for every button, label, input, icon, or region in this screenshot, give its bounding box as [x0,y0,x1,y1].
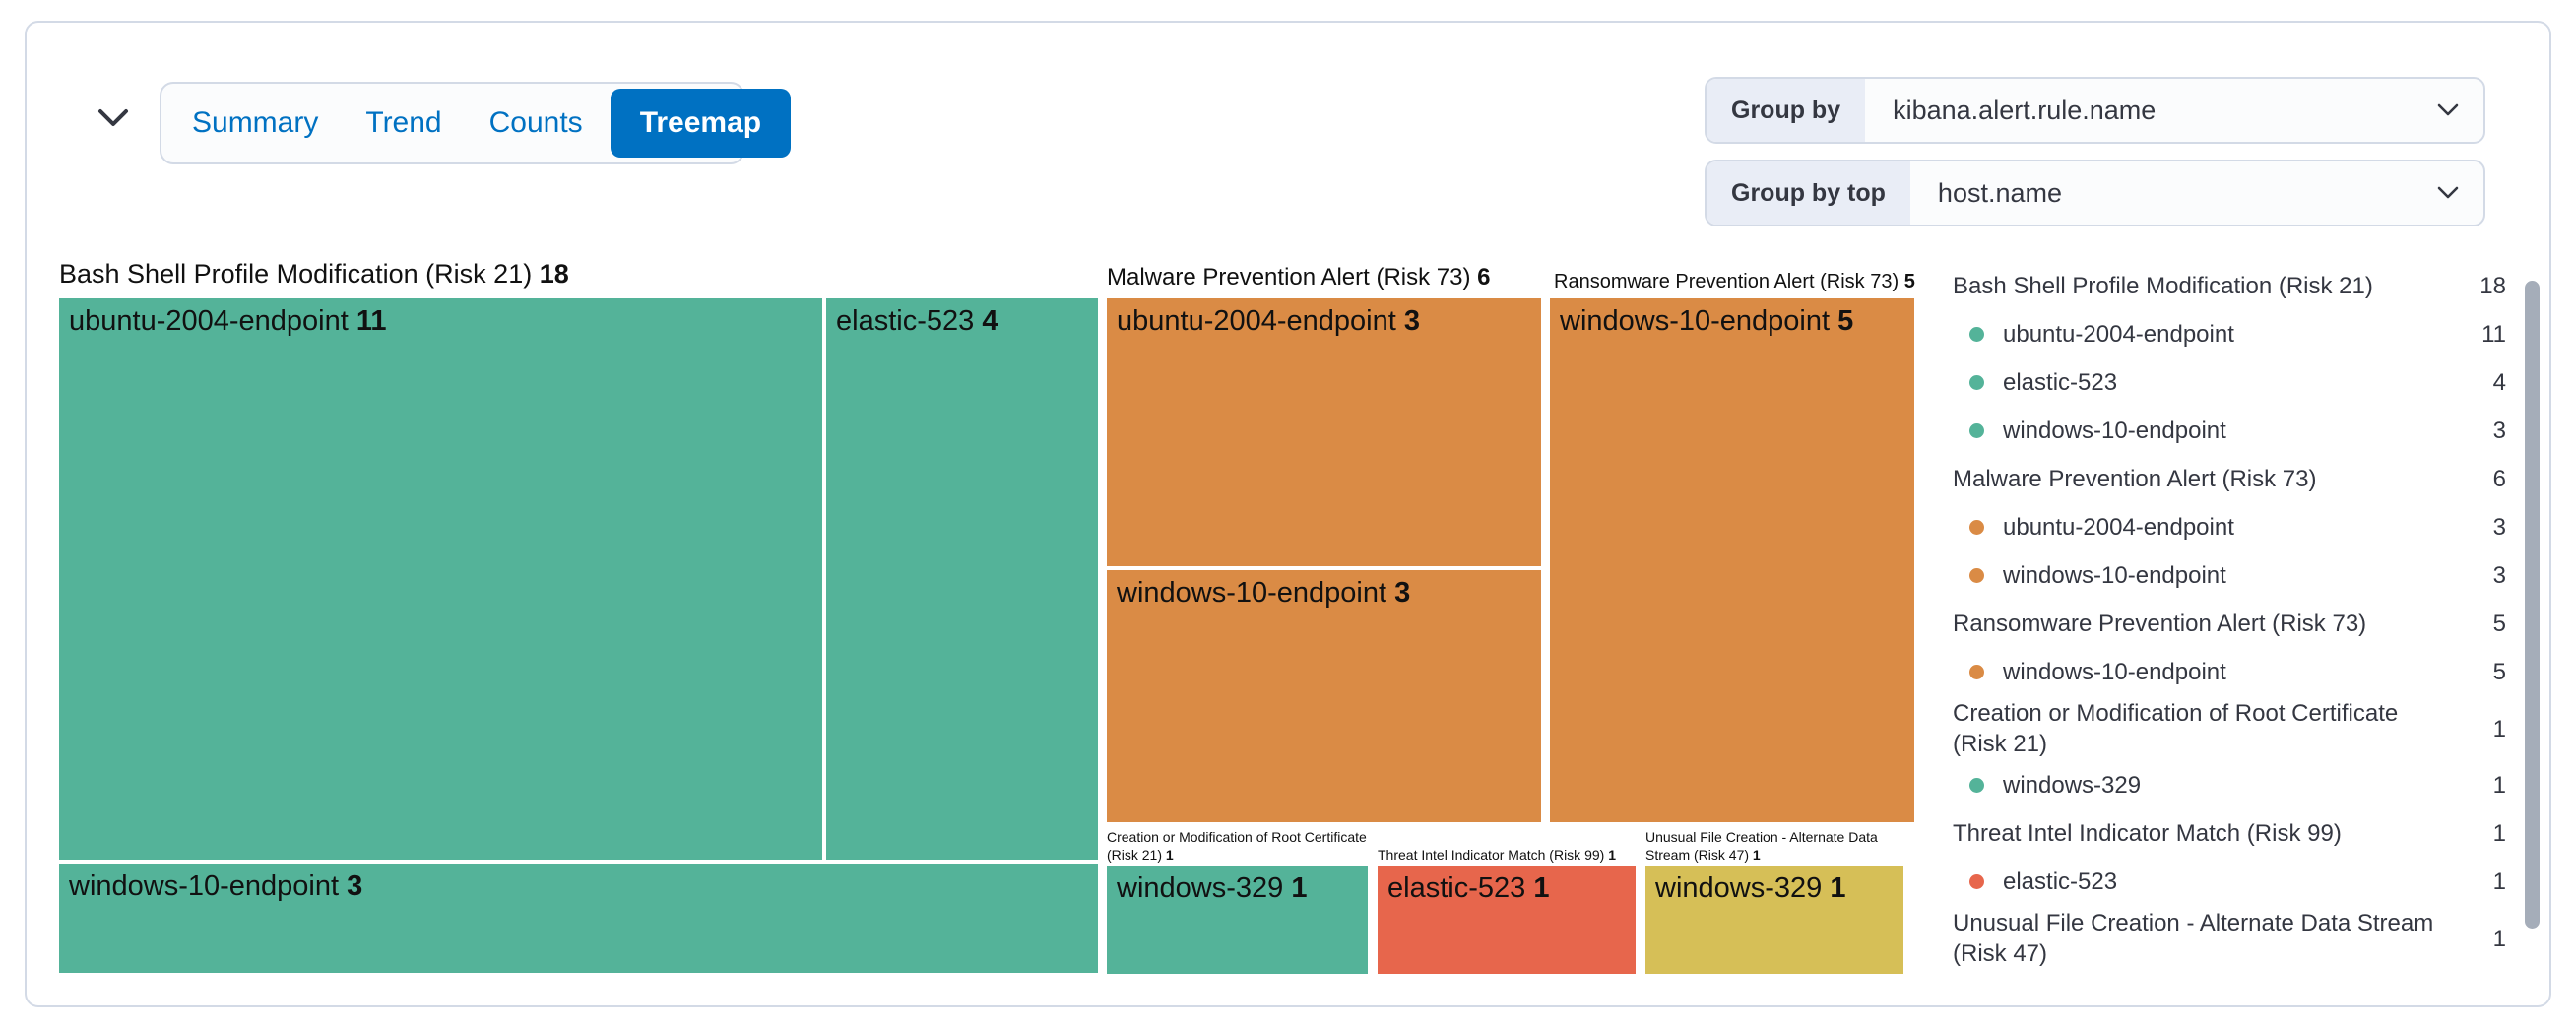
legend-count: 18 [2479,273,2506,299]
legend-host-row: elastic-523 1 [1953,858,2506,906]
legend-count: 3 [2492,514,2506,541]
tab-counts[interactable]: Counts [466,89,607,158]
legend-label: Malware Prevention Alert (Risk 73) [1953,466,2317,492]
legend-label: windows-10-endpoint [2003,659,2226,685]
treemap-cell[interactable]: windows-329 1 [1645,866,1903,974]
legend-count: 3 [2492,562,2506,589]
group-by-top-select[interactable]: Group by top host.name [1705,160,2485,226]
legend-rule-row: Ransomware Prevention Alert (Risk 73) 5 [1953,600,2506,648]
legend-color-dot [1969,874,1984,889]
treemap-cell-label: windows-329 1 [1655,872,1846,904]
treemap-cell[interactable]: windows-10-endpoint 3 [1107,570,1541,822]
legend-label: elastic-523 [2003,869,2118,895]
group-by-top-value: host.name [1937,177,2062,208]
treemap-cell-label: windows-329 1 [1117,872,1308,904]
legend-color-dot [1969,520,1984,535]
legend-count: 4 [2492,369,2506,396]
legend-label: ubuntu-2004-endpoint [2003,514,2234,541]
legend-host-row: windows-10-endpoint 3 [1953,551,2506,600]
chevron-down-icon [2436,79,2483,142]
treemap-cell-label: windows-10-endpoint 3 [69,871,363,902]
group-by-top-label: Group by top [1707,161,1910,225]
legend-host-row: ubuntu-2004-endpoint 3 [1953,503,2506,551]
legend-host-row: ubuntu-2004-endpoint 11 [1953,310,2506,358]
group-by-select[interactable]: Group by kibana.alert.rule.name [1705,77,2485,144]
tab-summary[interactable]: Summary [168,89,342,158]
legend-rule-row: Creation or Modification of Root Certifi… [1953,696,2506,761]
group-by-label: Group by [1707,79,1866,142]
legend-host-row: elastic-523 4 [1953,358,2506,407]
legend-scrollbar-thumb[interactable] [2525,281,2540,929]
legend-rule-row: Bash Shell Profile Modification (Risk 21… [1953,262,2506,310]
legend-label: windows-10-endpoint [2003,562,2226,589]
legend-count: 11 [2481,321,2506,348]
treemap-cell[interactable]: windows-329 1 [1107,866,1368,974]
legend-color-dot [1969,568,1984,583]
legend-label: windows-329 [2003,772,2142,799]
legend-count: 1 [2492,820,2506,847]
treemap-cell-label: windows-10-endpoint 3 [1117,577,1411,609]
legend-rule-row: Unusual File Creation - Alternate Data S… [1953,906,2506,971]
collapse-panel-button[interactable] [92,97,135,141]
chevron-down-icon [2436,161,2483,225]
treemap-cell-label: windows-10-endpoint 5 [1560,305,1854,337]
legend-count: 1 [2492,715,2506,742]
legend-label: Bash Shell Profile Modification (Risk 21… [1953,273,2373,299]
treemap-cell-label: elastic-523 1 [1387,872,1550,904]
legend-count: 5 [2492,611,2506,637]
treemap-cell-label: elastic-523 4 [836,305,998,337]
treemap-cell[interactable]: ubuntu-2004-endpoint 11 [59,298,822,860]
legend-count: 6 [2492,466,2506,492]
legend-count: 1 [2492,772,2506,799]
treemap-cell[interactable]: elastic-523 1 [1378,866,1636,974]
legend-rule-row: Malware Prevention Alert (Risk 73) 6 [1953,455,2506,503]
tab-trend[interactable]: Trend [342,89,465,158]
treemap-legend: Bash Shell Profile Modification (Risk 21… [1953,262,2506,971]
legend-color-dot [1969,778,1984,793]
treemap-cell-label: ubuntu-2004-endpoint 3 [1117,305,1420,337]
legend-label: ubuntu-2004-endpoint [2003,321,2234,348]
treemap-cell[interactable]: ubuntu-2004-endpoint 3 [1107,298,1541,566]
legend-label: Unusual File Creation - Alternate Data S… [1953,910,2434,967]
treemap-cell[interactable]: windows-10-endpoint 3 [59,864,1098,973]
legend-host-row: windows-10-endpoint 3 [1953,407,2506,455]
treemap-cell[interactable]: elastic-523 4 [826,298,1098,860]
legend-count: 5 [2492,659,2506,685]
legend-rule-row: Threat Intel Indicator Match (Risk 99) 1 [1953,809,2506,858]
legend-label: elastic-523 [2003,369,2118,396]
legend-color-dot [1969,423,1984,438]
legend-host-row: windows-10-endpoint 5 [1953,648,2506,696]
legend-color-dot [1969,375,1984,390]
view-tab-group: Summary Trend Counts Treemap [160,82,792,164]
legend-color-dot [1969,665,1984,679]
legend-label: Ransomware Prevention Alert (Risk 73) [1953,611,2367,637]
legend-host-row: windows-329 1 [1953,761,2506,809]
legend-label: Threat Intel Indicator Match (Risk 99) [1953,820,2342,847]
chevron-down-icon [97,107,130,132]
treemap-cell[interactable]: windows-10-endpoint 5 [1550,298,1914,822]
tab-treemap[interactable]: Treemap [610,89,792,158]
legend-count: 1 [2492,925,2506,952]
legend-count: 1 [2492,869,2506,895]
legend-count: 3 [2492,418,2506,444]
treemap-cell-label: ubuntu-2004-endpoint 11 [69,305,387,337]
legend-color-dot [1969,327,1984,342]
legend-label: Creation or Modification of Root Certifi… [1953,700,2399,757]
legend-label: windows-10-endpoint [2003,418,2226,444]
group-by-value: kibana.alert.rule.name [1893,95,2157,125]
